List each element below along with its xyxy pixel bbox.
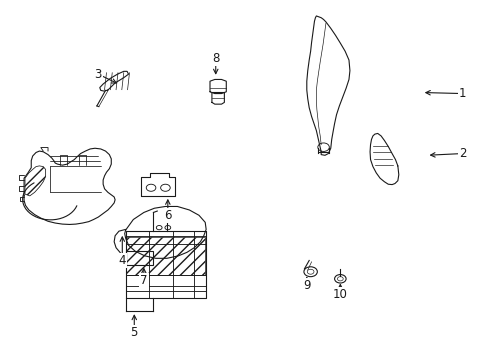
- Polygon shape: [25, 166, 45, 196]
- Text: 5: 5: [130, 326, 138, 339]
- Text: 7: 7: [140, 274, 147, 287]
- Text: 4: 4: [118, 254, 126, 267]
- Text: 10: 10: [332, 288, 347, 301]
- Text: 6: 6: [164, 209, 171, 222]
- Bar: [125, 251, 153, 265]
- Text: 9: 9: [303, 279, 310, 292]
- Text: 1: 1: [458, 87, 466, 100]
- Text: 2: 2: [458, 147, 466, 160]
- Text: 3: 3: [95, 68, 102, 81]
- Polygon shape: [126, 237, 205, 275]
- Text: 8: 8: [212, 52, 219, 65]
